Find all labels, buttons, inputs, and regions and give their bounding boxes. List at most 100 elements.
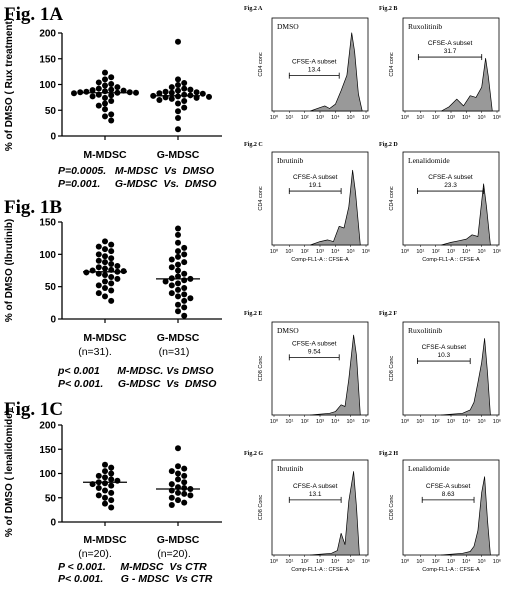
gate-label: CFSE-A subset: [428, 174, 473, 181]
panel-x-tick-label: 10⁶: [493, 114, 501, 121]
data-point: [175, 497, 181, 504]
data-point: [95, 282, 102, 289]
category-label: G-MDSC: [157, 332, 200, 344]
panel-treatment-label: Lenalidomide: [408, 156, 450, 165]
y-tick-label: 150: [39, 54, 56, 65]
data-point: [95, 264, 102, 271]
category-label: G-MDSC: [157, 149, 200, 161]
histogram: [441, 338, 491, 416]
data-point: [181, 259, 188, 266]
data-point: [175, 100, 181, 107]
panel-x-tick-label: 10⁶: [362, 418, 370, 425]
data-point: [175, 293, 181, 300]
y-tick-label: 100: [39, 469, 56, 480]
data-point: [181, 251, 188, 258]
data-point: [175, 273, 181, 280]
data-point: [108, 482, 115, 489]
data-point: [102, 253, 108, 260]
data-point: [187, 86, 194, 93]
data-point: [95, 290, 102, 297]
y-tick-label: 0: [50, 132, 56, 143]
data-point: [181, 104, 188, 111]
panel-title: Fig.2 G: [244, 451, 263, 457]
data-point: [108, 80, 115, 87]
scatter-chart-1: Fig. 1A 0 50 100 150 200 % of DMSO ( Rux treat…: [4, 4, 222, 190]
data-point: [95, 251, 102, 258]
panel-x-tick-label: 10³: [447, 559, 455, 565]
data-point: [193, 89, 200, 96]
data-point: [175, 445, 181, 452]
category-note: (n=31): [159, 346, 190, 358]
data-point: [133, 89, 139, 96]
gate-value: 19.1: [309, 182, 322, 189]
panel-x-tick-label: 10¹: [416, 115, 424, 121]
panel-x-tick-label: 10²: [301, 419, 309, 425]
panel-x-tick-label: 10²: [432, 419, 440, 425]
data-point: [175, 286, 181, 293]
panel-x-tick-label: 10⁰: [270, 114, 279, 121]
data-point: [102, 487, 108, 494]
data-point: [162, 88, 169, 95]
panel-x-tick-label: 10¹: [285, 249, 293, 255]
data-point: [187, 492, 194, 499]
panel-x-tick-label: 10⁰: [401, 248, 410, 255]
panel-treatment-label: Ibrutinib: [277, 464, 303, 473]
data-point: [95, 243, 102, 250]
data-point: [181, 291, 188, 298]
data-point: [175, 301, 181, 308]
panel-x-tick-label: 10⁴: [462, 114, 471, 121]
gate-label: CFSE-A subset: [292, 340, 337, 347]
panel-x-tick-label: 10⁵: [477, 558, 485, 565]
data-point: [108, 92, 115, 99]
gate-label: CFSE-A subset: [426, 483, 471, 490]
panel-treatment-label: Ruxolitinib: [408, 326, 442, 335]
data-point: [83, 88, 90, 95]
gate-value: 13.1: [309, 491, 322, 498]
data-point: [102, 82, 108, 89]
histogram: [310, 334, 361, 416]
category-label: M-MDSC: [83, 149, 127, 161]
data-point: [102, 500, 108, 507]
data-point: [181, 79, 188, 86]
panel-x-tick-label: 10⁰: [401, 418, 410, 425]
data-point: [175, 489, 181, 496]
data-point: [175, 225, 181, 232]
category-note: (n=20).: [157, 548, 191, 560]
gate-label: CFSE-A subset: [293, 483, 338, 490]
gate-value: 10.3: [437, 352, 450, 359]
data-point: [181, 490, 188, 497]
data-point: [102, 238, 108, 245]
histogram: [310, 471, 360, 556]
data-point: [175, 476, 181, 483]
panel-x-label: Comp-FL1-A :: CFSE-A: [291, 257, 349, 263]
y-tick-label: 200: [39, 29, 56, 40]
data-point: [108, 497, 115, 504]
data-point: [199, 90, 206, 97]
data-point: [102, 272, 108, 279]
panel-x-tick-label: 10²: [301, 559, 309, 565]
panel-x-tick-label: 10⁴: [331, 418, 340, 425]
data-point: [102, 76, 108, 83]
y-axis-label: % of DMSO ( lenalidomide): [4, 410, 15, 537]
panel-y-label: CD4 conc: [389, 52, 395, 76]
category-label: M-MDSC: [83, 534, 127, 546]
data-point: [175, 114, 181, 121]
data-point: [89, 267, 96, 274]
panel-x-tick-label: 10⁴: [462, 248, 471, 255]
panel-y-label: CD4 conc: [258, 52, 264, 76]
data-point: [108, 117, 115, 124]
data-point: [102, 69, 108, 76]
y-axis-label: % of DMSO (Ibrutinib): [4, 219, 15, 322]
category-label: M-MDSC: [83, 332, 127, 344]
data-point: [102, 284, 108, 291]
panel-x-tick-label: 10³: [447, 115, 455, 121]
y-axis-label: % of DMSO ( Rux treatment): [4, 18, 15, 151]
data-point: [108, 504, 115, 511]
data-point: [150, 92, 157, 99]
